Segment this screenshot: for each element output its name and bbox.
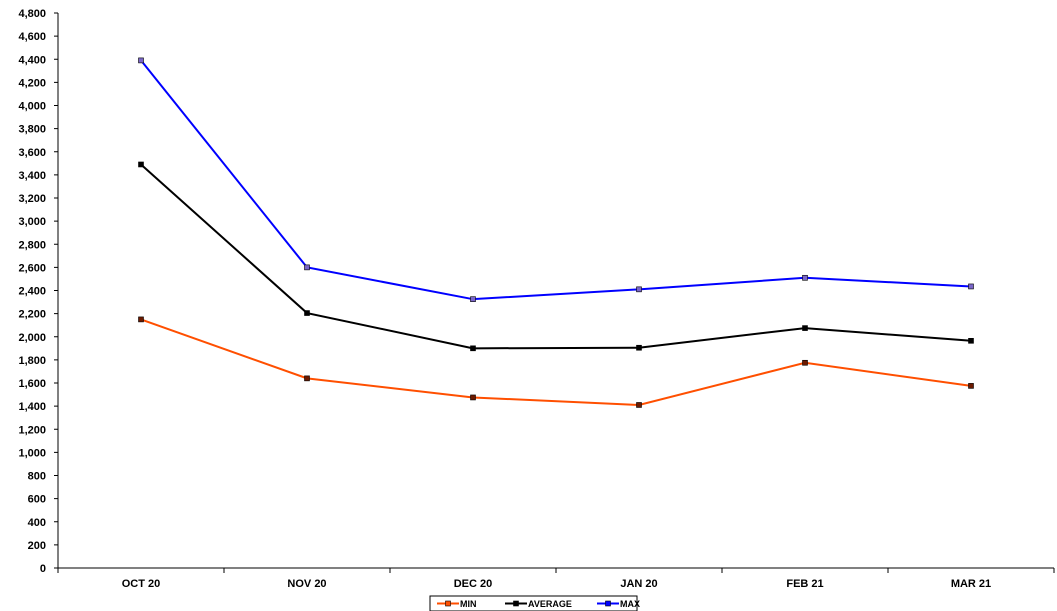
- legend-item-average: AVERAGE: [505, 599, 572, 609]
- data-point: [968, 283, 974, 290]
- y-tick-label: 800: [28, 471, 46, 483]
- series-line: [140, 59, 972, 301]
- legend-marker: [513, 600, 519, 607]
- series-average: [138, 161, 974, 352]
- data-point: [802, 325, 808, 331]
- data-point: [304, 310, 310, 316]
- y-tick-label: 3,600: [18, 147, 46, 159]
- x-tick-label: FEB 21: [786, 578, 823, 590]
- x-tick-label: NOV 20: [287, 578, 326, 590]
- x-tick-label: DEC 20: [454, 578, 493, 590]
- y-tick-label: 2,200: [18, 309, 46, 321]
- data-point: [470, 345, 476, 352]
- y-tick-label: 600: [28, 494, 46, 506]
- y-tick-label: 0: [40, 563, 46, 575]
- y-tick-label: 1,600: [18, 378, 46, 390]
- data-point: [968, 337, 974, 344]
- y-tick-label: 4,400: [18, 54, 46, 66]
- data-point: [138, 57, 144, 64]
- y-tick-label: 1,200: [18, 424, 46, 436]
- y-tick-label: 200: [28, 540, 46, 552]
- y-tick-label: 4,800: [18, 8, 46, 20]
- series-lines: [138, 57, 974, 408]
- data-point: [968, 383, 974, 389]
- legend-label: MAX: [620, 599, 640, 609]
- x-axis: OCT 20 NOV 20 DEC 20 JAN 20 FEB 21 MAR 21: [57, 567, 1055, 590]
- y-tick-label: 4,200: [18, 77, 46, 89]
- x-tick-label: MAR 21: [951, 578, 991, 590]
- data-point: [802, 274, 808, 281]
- y-axis: 0 200 400 600 800 1,000 1,200 1,400 1,600 1,800 2,…: [18, 8, 59, 575]
- y-tick-label: 2,400: [18, 286, 46, 298]
- series-line: [140, 163, 972, 350]
- data-point: [138, 316, 144, 323]
- y-tick-label: 1,000: [18, 447, 46, 459]
- legend-item-max: MAX: [597, 599, 640, 609]
- data-point: [138, 161, 144, 168]
- legend-marker: [605, 600, 611, 607]
- legend-marker: [445, 600, 451, 607]
- data-point: [304, 264, 310, 271]
- data-point: [304, 375, 310, 382]
- legend-item-min: MIN: [437, 599, 477, 609]
- y-tick-label: 3,000: [18, 216, 46, 228]
- y-tick-label: 4,000: [18, 101, 46, 113]
- series-min: [138, 316, 974, 408]
- y-tick-label: 3,400: [18, 170, 46, 182]
- data-point: [636, 286, 642, 293]
- y-tick-label: 1,800: [18, 355, 46, 367]
- y-tick-label: 2,600: [18, 262, 46, 274]
- series-max: [138, 57, 974, 302]
- legend-label: MIN: [460, 599, 477, 609]
- y-tick-label: 3,200: [18, 193, 46, 205]
- y-tick-label: 400: [28, 517, 46, 529]
- legend-label: AVERAGE: [528, 599, 572, 609]
- data-point: [636, 402, 642, 408]
- y-tick-label: 1,400: [18, 401, 46, 413]
- legend: MIN AVERAGE MAX: [429, 595, 640, 611]
- data-point: [802, 359, 808, 366]
- data-point: [636, 344, 642, 351]
- y-tick-label: 3,800: [18, 124, 46, 136]
- y-tick-label: 4,600: [18, 31, 46, 43]
- x-tick-label: JAN 20: [620, 578, 657, 590]
- y-tick-label: 2,000: [18, 332, 46, 344]
- x-tick-label: OCT 20: [122, 578, 161, 590]
- series-line: [140, 318, 972, 406]
- legend-box: [429, 595, 638, 611]
- data-point: [470, 296, 476, 302]
- y-tick-label: 2,800: [18, 239, 46, 251]
- data-point: [470, 394, 476, 401]
